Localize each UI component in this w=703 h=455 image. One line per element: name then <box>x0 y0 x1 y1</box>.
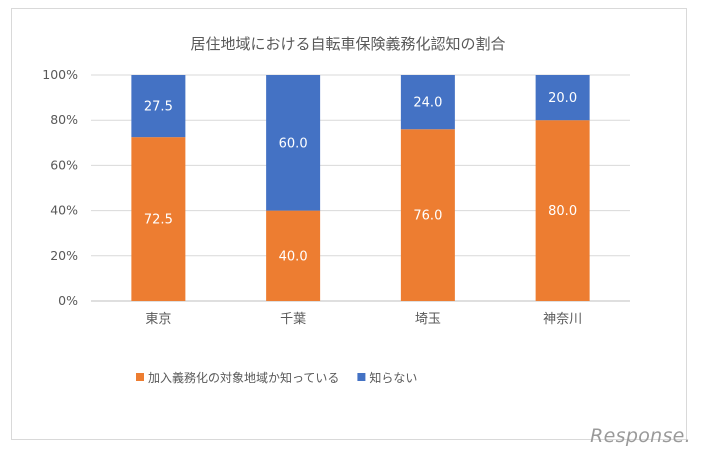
legend: 加入義務化の対象地域か知っている 知らない <box>136 370 417 385</box>
y-tick-label: 60% <box>50 157 78 172</box>
data-label: 27.5 <box>144 100 173 115</box>
chart: 居住地域における自転車保険義務化認知の割合 0% 20% 40% 60% 80% 100%… <box>42 35 630 385</box>
chart-title: 居住地域における自転車保険義務化認知の割合 <box>190 35 505 53</box>
bar-segment <box>266 210 321 301</box>
data-label: 40.0 <box>279 249 308 264</box>
chart-frame: 居住地域における自転車保険義務化認知の割合 0% 20% 40% 60% 80% 100%… <box>11 8 687 440</box>
legend-label: 知らない <box>369 371 417 385</box>
legend-label: 加入義務化の対象地域か知っている <box>148 370 339 385</box>
watermark-logo: Response. <box>590 425 691 447</box>
bar-segment <box>131 137 186 301</box>
bar-segment <box>535 75 590 121</box>
y-tick-label: 20% <box>50 248 78 263</box>
bars <box>131 75 590 301</box>
bar-segment <box>400 129 455 301</box>
data-label: 20.0 <box>548 91 577 106</box>
x-tick-label: 埼玉 <box>415 312 441 327</box>
x-tick-label: 東京 <box>145 311 171 327</box>
data-label: 76.0 <box>413 209 442 224</box>
legend-swatch <box>357 373 366 381</box>
legend-swatch <box>136 373 144 381</box>
data-label: 24.0 <box>413 96 442 111</box>
data-label: 60.0 <box>279 136 308 151</box>
y-tick-label: 0% <box>58 293 78 308</box>
x-tick-label: 千葉 <box>280 312 306 327</box>
y-axis-ticks: 0% 20% 40% 60% 80% 100% <box>42 67 78 308</box>
bar-segment <box>400 75 455 130</box>
bar-segment <box>535 120 590 301</box>
x-tick-label: 神奈川 <box>543 312 582 327</box>
bar-segment <box>266 75 321 211</box>
data-labels: 72.5 27.5 40.0 60.0 76.0 24.0 80.0 20.0 <box>144 91 577 264</box>
data-label: 80.0 <box>548 204 577 219</box>
y-tick-label: 80% <box>50 112 78 127</box>
data-label: 72.5 <box>144 213 173 228</box>
bar-segment <box>131 75 186 138</box>
x-axis-ticks: 東京 千葉 埼玉 神奈川 <box>145 311 582 327</box>
y-tick-label: 40% <box>50 203 78 218</box>
y-tick-label: 100% <box>42 67 78 82</box>
